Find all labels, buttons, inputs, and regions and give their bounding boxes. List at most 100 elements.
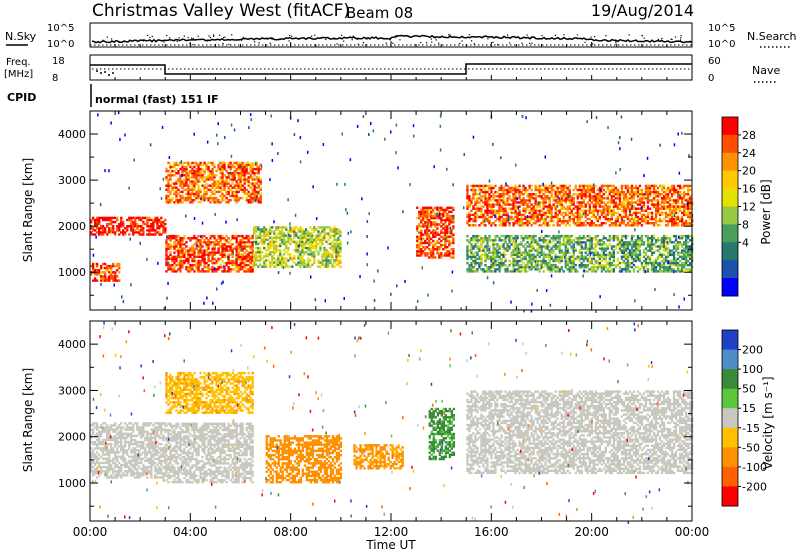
echo-cell <box>648 199 652 202</box>
echo-cell <box>654 199 658 202</box>
echo-cell <box>572 268 575 271</box>
echo-cell <box>676 195 680 198</box>
echo-cell <box>638 193 642 196</box>
echo-cell <box>676 188 680 192</box>
echo-cell <box>173 255 176 258</box>
echo-cell <box>474 268 477 271</box>
echo-cell <box>140 216 143 220</box>
echo-cell <box>211 192 214 196</box>
echo-cell <box>508 195 511 198</box>
echo-cell <box>106 218 109 222</box>
echo-cell <box>618 195 622 198</box>
echo-cell <box>576 205 579 208</box>
echo-cell <box>199 259 202 263</box>
echo-cell <box>255 178 258 181</box>
echo-cell <box>245 263 248 267</box>
echo-cell <box>540 249 543 252</box>
echo-cell <box>622 207 626 210</box>
echo-cell <box>610 184 613 188</box>
echo-cell <box>596 268 599 271</box>
echo-cell <box>195 266 198 269</box>
echo-cell <box>416 235 419 238</box>
echo-cell <box>287 238 290 241</box>
echo-cell <box>584 263 587 267</box>
echo-cell <box>165 251 168 254</box>
echo-cell <box>528 184 531 188</box>
echo-cell <box>566 263 569 267</box>
echo-cell <box>636 217 640 221</box>
echo-cell <box>221 199 224 202</box>
freq-tick-left-top: 18 <box>52 56 65 67</box>
echo-cell <box>289 253 292 256</box>
echo-cell <box>542 184 545 188</box>
echo-cell <box>486 197 489 200</box>
echo-cell <box>307 253 310 256</box>
echo-cell <box>203 186 206 189</box>
echo-cell <box>293 255 296 258</box>
echo-cell <box>199 241 202 244</box>
echo-cell <box>120 216 123 220</box>
echo-cell <box>668 213 672 217</box>
echo-cell <box>532 266 535 269</box>
echo-cell <box>600 209 603 212</box>
echo-cell <box>116 227 119 230</box>
echo-cell <box>586 209 589 212</box>
echo-cell <box>550 219 553 223</box>
echo-cell <box>339 246 342 250</box>
echo-cell <box>424 241 427 245</box>
echo-cell <box>516 255 519 258</box>
echo-cell <box>193 161 196 165</box>
echo-cell <box>562 234 565 238</box>
nsearch-point <box>288 40 290 42</box>
echo-cell <box>205 178 208 181</box>
echo-cell <box>558 247 561 250</box>
echo-cell <box>626 190 630 194</box>
echo-cell <box>179 196 182 200</box>
echo-cell <box>666 213 670 217</box>
echo-cell <box>530 197 533 200</box>
nsearch-point <box>222 37 225 39</box>
echo-cell <box>207 196 210 200</box>
echo-cell <box>156 225 159 228</box>
echo-cell <box>142 231 145 234</box>
echo-cell <box>235 199 238 202</box>
echo-cell <box>612 188 615 192</box>
echo-cell <box>207 247 210 250</box>
echo-cell <box>612 251 615 254</box>
echo-cell <box>225 178 228 181</box>
echo-cell <box>568 257 571 261</box>
echo-cell <box>301 236 304 239</box>
echo-cell <box>512 270 515 273</box>
echo-cell <box>193 234 196 238</box>
echo-cell <box>514 211 517 215</box>
echo-cell <box>195 194 198 198</box>
echo-cell <box>634 190 638 194</box>
echo-cell <box>169 268 172 271</box>
echo-cell <box>550 184 553 188</box>
echo-cell <box>498 257 501 261</box>
echo-cell <box>171 188 174 191</box>
echo-cell <box>167 237 170 240</box>
echo-cell <box>144 216 147 220</box>
echo-cell <box>199 172 202 175</box>
echo-cell <box>640 195 644 198</box>
echo-cell <box>432 233 435 236</box>
echo-cell <box>217 266 220 269</box>
echo-cell <box>169 253 172 256</box>
echo-cell <box>516 270 519 273</box>
echo-cell <box>620 268 624 271</box>
echo-cell <box>640 205 644 208</box>
echo-cell <box>474 245 477 248</box>
echo-cell <box>323 259 326 262</box>
echo-cell <box>550 237 553 240</box>
echo-cell <box>106 279 109 282</box>
echo-cell <box>104 218 107 222</box>
echo-cell <box>311 255 314 258</box>
echo-cell <box>490 207 493 210</box>
echo-cell <box>526 261 529 265</box>
echo-cell <box>255 259 258 262</box>
echo-cell <box>604 255 607 258</box>
echo-cell <box>94 218 97 222</box>
echo-cell <box>486 270 489 273</box>
echo-cell <box>209 251 212 254</box>
